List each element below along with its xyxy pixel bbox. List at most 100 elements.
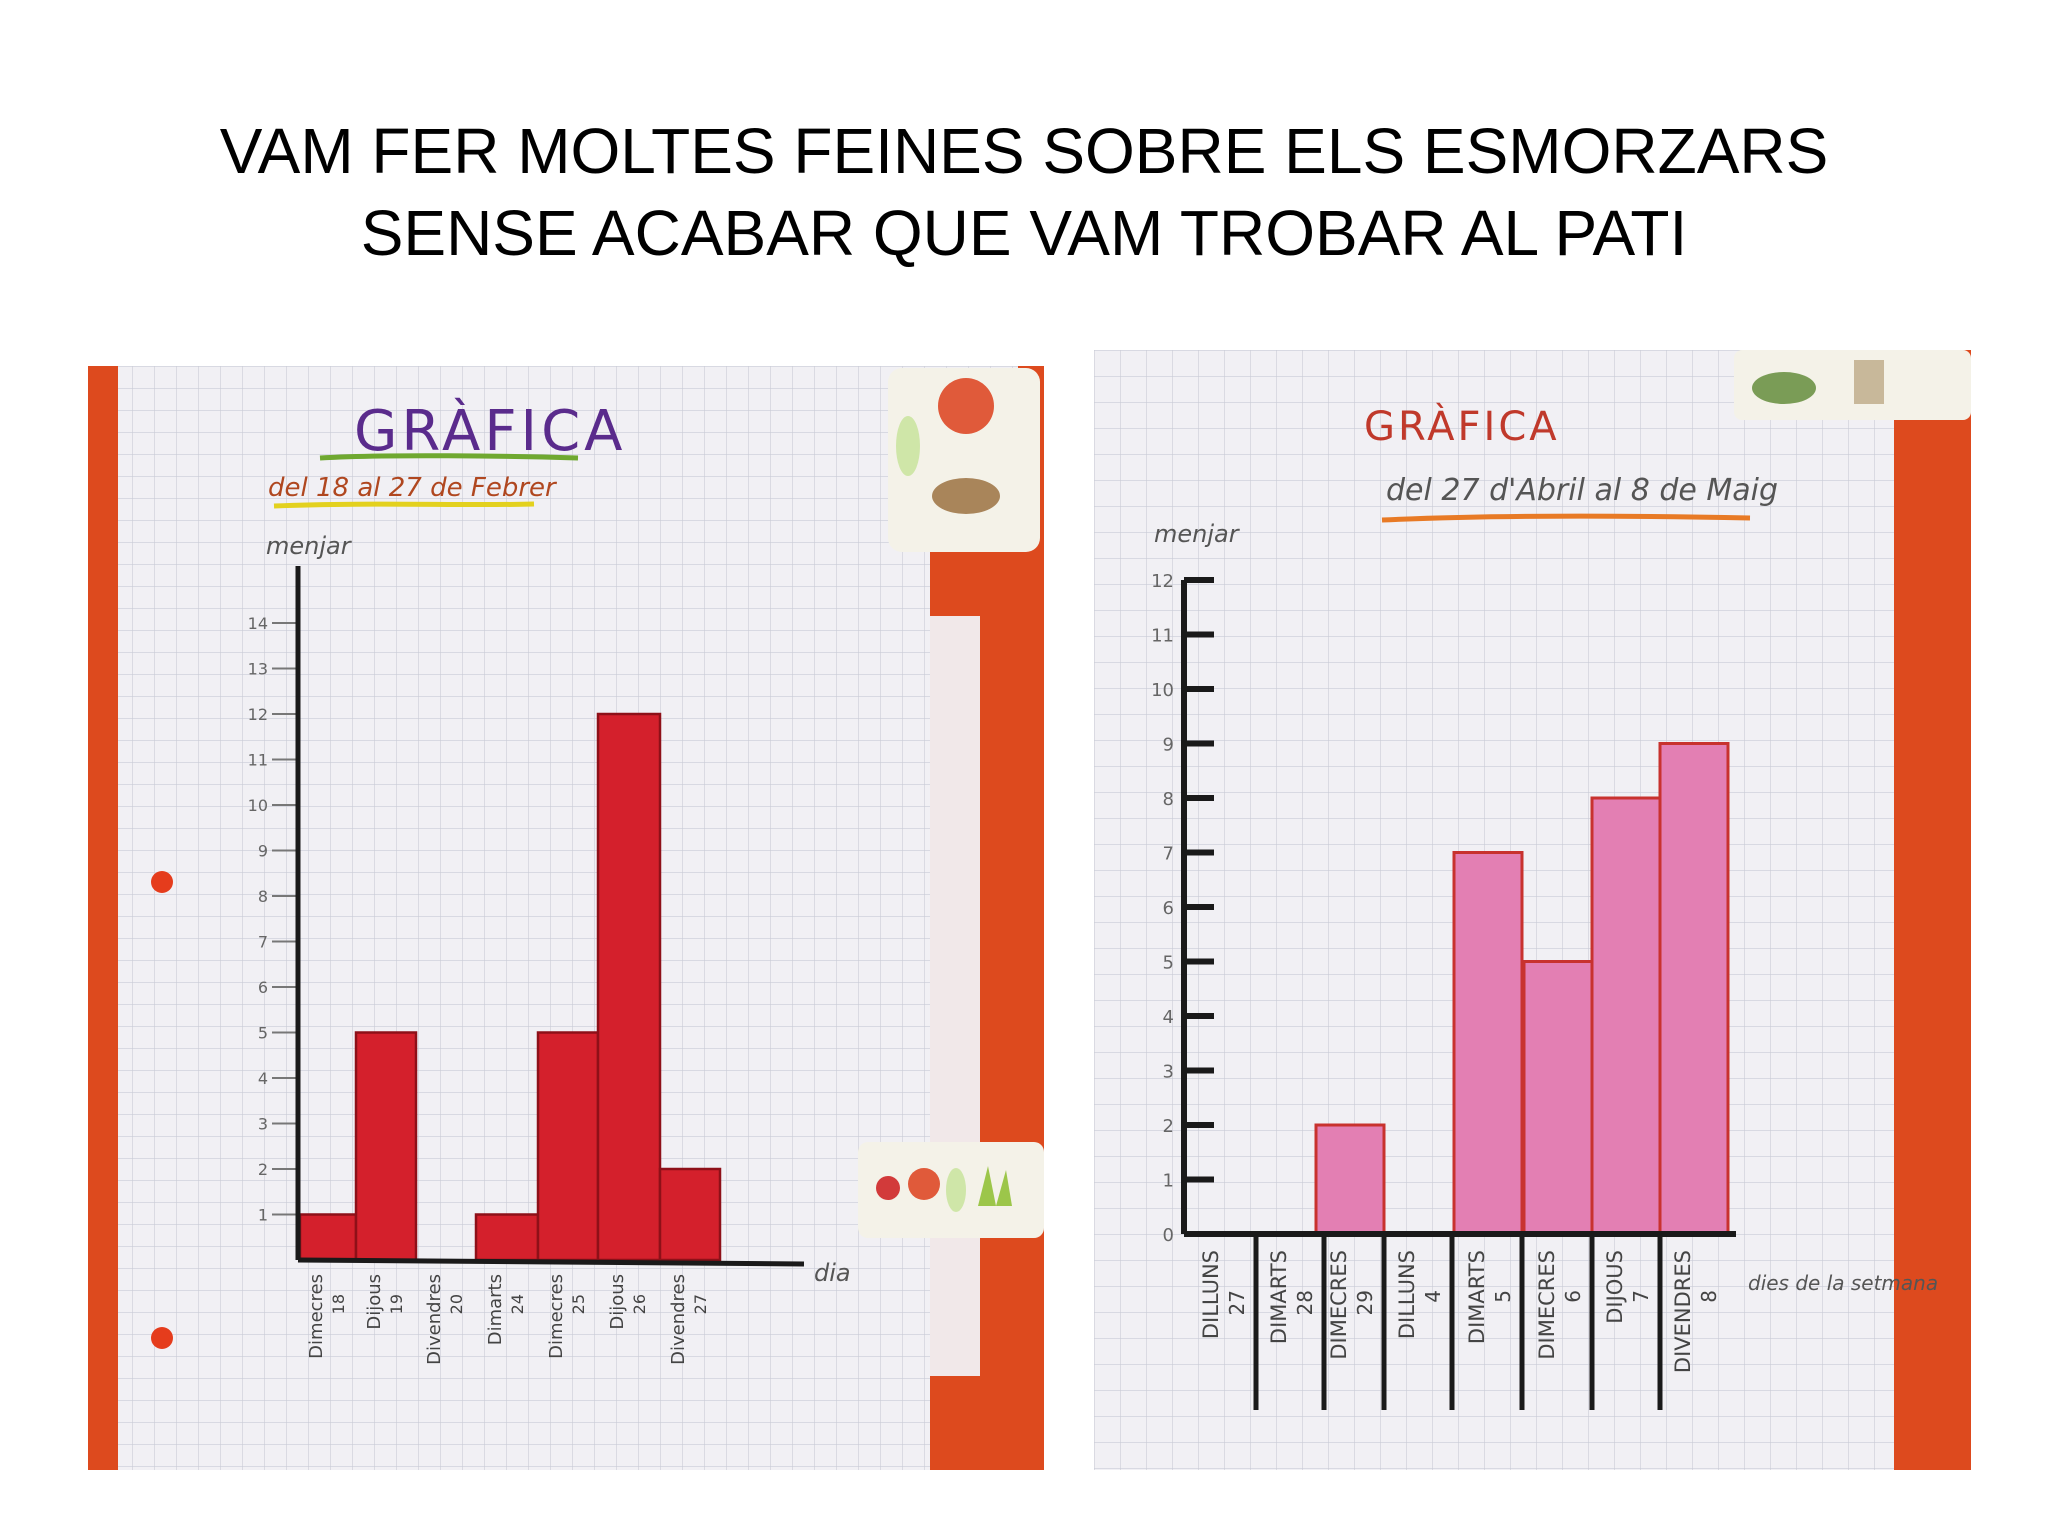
y-tick-label: 4 [1163,1007,1174,1028]
chart-title: GRÀFICA [1364,402,1560,450]
y-axis-label: menjar [1154,520,1241,548]
x-tick-day: DIMARTS [1465,1250,1489,1344]
x-tick-day: Dijous [607,1274,628,1330]
binder-hole [151,1327,173,1349]
y-tick-label: 8 [258,887,268,906]
x-tick-day: Dimecres [546,1274,567,1359]
food-sticker-bottom [858,1142,1044,1238]
y-tick-label: 0 [1163,1225,1174,1246]
y-tick-label: 6 [258,978,268,997]
x-tick-date: 27 [691,1294,710,1314]
x-tick-day: DILLUNS [1395,1250,1419,1339]
photo-left-chart: GRÀFICA del 18 al 27 de Febrer menjar di… [88,366,1044,1470]
x-tick-day: Divendres [424,1274,445,1365]
x-tick-label: Dijous 26 [607,1274,649,1330]
x-tick-label: DIMECRES 6 [1535,1250,1585,1360]
right-chart-svg: GRÀFICA del 27 d'Abril al 8 de Maig menj… [1094,350,1971,1470]
x-tick-date: 24 [508,1294,527,1314]
bar [658,1167,722,1262]
bar [1452,851,1524,1236]
x-tick-label: Divendres 27 [668,1274,710,1365]
y-tick-label: 2 [1163,1116,1174,1137]
y-tick-label: 8 [1163,789,1174,810]
x-label-group: Dimecres 18 Dijous 19 Divendres 20 Dimarts 24 Di… [306,1274,710,1365]
y-tick-label: 1 [258,1206,268,1225]
food-sticker-top [1734,350,1971,420]
x-tick-day: Dijous [364,1274,385,1330]
paper-edge [930,616,980,1376]
x-tick-date: 6 [1561,1290,1585,1303]
bar-group [1314,742,1730,1236]
y-tick-label: 7 [258,933,268,952]
chart-subtitle: del 18 al 27 de Febrer [268,473,558,503]
y-axis-label: menjar [266,532,353,560]
x-tick-date: 29 [1353,1290,1377,1315]
x-tick-label: Dijous 19 [364,1274,406,1330]
y-tick-label: 5 [1163,953,1174,974]
x-tick-date: 26 [630,1294,649,1314]
y-tick-label: 12 [248,705,268,724]
slide-title-line-1: VAM FER MOLTES FEINES SOBRE ELS ESMORZAR… [219,115,1829,187]
x-tick-day: Dimarts [485,1274,506,1345]
left-chart-svg: GRÀFICA del 18 al 27 de Febrer menjar di… [88,366,1044,1470]
x-tick-label: Divendres 20 [424,1274,466,1365]
y-tick-label: 11 [248,751,268,770]
x-tick-label: Dimecres 25 [546,1274,588,1359]
y-tick-label: 4 [258,1069,268,1088]
y-tick-label: 1 [1163,1171,1174,1192]
bar [596,712,662,1262]
bar-group [298,712,722,1262]
x-tick-label: Dimarts 24 [485,1274,527,1345]
bar [354,1031,418,1262]
photo-right-chart: GRÀFICA del 27 d'Abril al 8 de Maig menj… [1094,350,1971,1470]
x-tick-label: DIMECRES 29 [1327,1250,1377,1360]
x-tick-day: DIVENDRES [1671,1250,1695,1373]
bar [1658,742,1730,1236]
x-tick-day: DIJOUS [1603,1250,1627,1324]
y-tick-label: 9 [1163,735,1174,756]
bar [536,1031,600,1262]
slide-title-line-2: SENSE ACABAR QUE VAM TROBAR AL PATI [360,197,1688,269]
x-tick-date: 27 [1225,1290,1249,1315]
x-tick-label: DIMARTS 28 [1267,1250,1317,1344]
chart-subtitle: del 27 d'Abril al 8 de Maig [1386,473,1778,508]
x-tick-day: Divendres [668,1274,689,1365]
y-tick-label: 10 [1151,680,1174,701]
x-tick-day: DIMARTS [1267,1250,1291,1344]
y-tick-label: 5 [258,1024,268,1043]
x-tick-label: Dimecres 18 [306,1274,348,1359]
paper-grid [118,366,1018,1470]
y-tick-label: 3 [1163,1062,1174,1083]
bar [1314,1123,1386,1236]
x-tick-day: DIMECRES [1535,1250,1559,1360]
x-tick-label: DILLUNS 4 [1395,1250,1445,1339]
y-tick-label: 11 [1151,626,1174,647]
x-tick-date: 18 [329,1294,348,1314]
y-tick-label: 3 [258,1115,268,1134]
y-tick-label: 14 [248,614,268,633]
x-axis-label: dia [814,1259,851,1287]
x-tick-date: 19 [387,1294,406,1314]
x-axis [297,1257,805,1267]
x-label-group: DILLUNS 27 DIMARTS 28 DIMECRES 29 DILLUNS 4 DIMA… [1199,1234,1721,1410]
bar [298,1213,358,1262]
y-tick-label: 7 [1163,844,1174,865]
binder-hole [151,871,173,893]
x-tick-day: DIMECRES [1327,1250,1351,1360]
x-tick-date: 28 [1293,1290,1317,1315]
y-tick-label: 9 [258,842,268,861]
x-tick-day: DILLUNS [1199,1250,1223,1339]
x-tick-date: 8 [1697,1290,1721,1303]
x-tick-day: Dimecres [306,1274,327,1359]
food-sticker-top [888,368,1040,552]
y-tick-label: 13 [248,660,268,679]
x-tick-date: 5 [1491,1290,1515,1303]
bar [474,1213,540,1262]
x-tick-date: 20 [447,1294,466,1314]
x-axis-label: dies de la setmana [1748,1271,1938,1295]
x-tick-label: DIMARTS 5 [1465,1250,1515,1344]
x-tick-date: 4 [1421,1290,1445,1303]
x-tick-date: 7 [1629,1290,1653,1303]
y-tick-label: 2 [258,1160,268,1179]
